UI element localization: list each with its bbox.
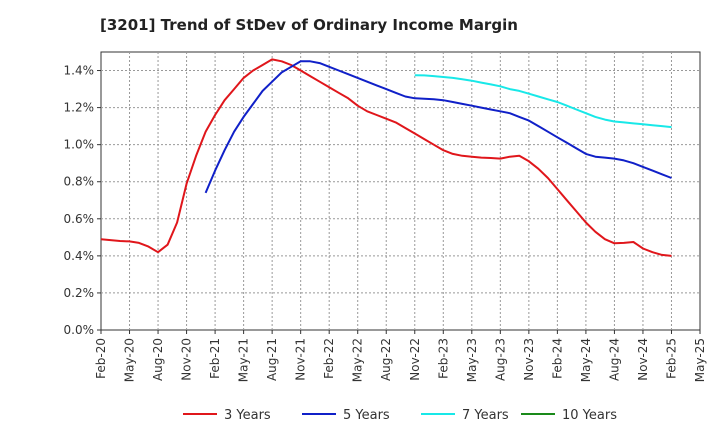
x-tick-label: Aug-22 xyxy=(379,338,393,381)
y-axis-ticks: 0.0% 0.2% 0.4% 0.6% 0.8% 1.0% 1.2% 1.4% xyxy=(64,64,101,337)
y-tick-label: 0.4% xyxy=(64,249,95,263)
legend: 3 Years 5 Years 7 Years 10 Years xyxy=(183,408,617,423)
series-line-7-years xyxy=(414,74,672,129)
y-tick-label: 1.0% xyxy=(64,138,95,152)
y-tick-label: 1.4% xyxy=(64,64,95,78)
series-lines xyxy=(100,58,672,257)
x-tick-label: May-20 xyxy=(123,338,137,382)
x-tick-label: May-25 xyxy=(693,338,707,382)
x-tick-label: Feb-22 xyxy=(322,338,336,379)
series-line-3-years xyxy=(100,58,672,257)
y-tick-label: 0.2% xyxy=(64,286,95,300)
plot-frame xyxy=(100,51,701,331)
x-tick-label: Feb-23 xyxy=(436,338,450,379)
x-tick-label: Nov-21 xyxy=(294,338,308,381)
x-tick-label: Nov-23 xyxy=(522,338,536,381)
legend-label: 7 Years xyxy=(462,408,509,423)
x-tick-label: May-22 xyxy=(351,338,365,382)
legend-label: 5 Years xyxy=(343,408,390,423)
x-tick-label: Feb-25 xyxy=(664,338,678,379)
legend-label: 3 Years xyxy=(224,408,271,423)
plot-area xyxy=(100,51,701,331)
x-tick-label: May-23 xyxy=(465,338,479,382)
x-tick-label: Nov-24 xyxy=(636,338,650,381)
x-tick-label: Aug-21 xyxy=(265,338,279,381)
x-tick-label: May-21 xyxy=(237,338,251,382)
x-tick-label: Feb-24 xyxy=(550,338,564,379)
x-tick-label: Feb-21 xyxy=(208,338,222,379)
x-tick-label: Nov-22 xyxy=(408,338,422,381)
x-axis-ticks: Feb-20 May-20 Aug-20 Nov-20 Feb-21 May-21 Aug-… xyxy=(94,330,707,382)
y-tick-label: 0.6% xyxy=(64,212,95,226)
x-tick-label: Aug-24 xyxy=(607,338,621,381)
y-tick-label: 0.8% xyxy=(64,175,95,189)
y-tick-label: 1.2% xyxy=(64,101,95,115)
x-tick-label: Aug-23 xyxy=(493,338,507,381)
x-tick-label: May-24 xyxy=(579,338,593,382)
y-tick-label: 0.0% xyxy=(64,323,95,337)
legend-label: 10 Years xyxy=(562,408,617,423)
x-tick-label: Nov-20 xyxy=(180,338,194,381)
chart-title: [3201] Trend of StDev of Ordinary Income… xyxy=(100,16,518,34)
x-tick-label: Aug-20 xyxy=(151,338,165,381)
series-line-5-years xyxy=(204,60,672,194)
x-tick-label: Feb-20 xyxy=(94,338,108,379)
